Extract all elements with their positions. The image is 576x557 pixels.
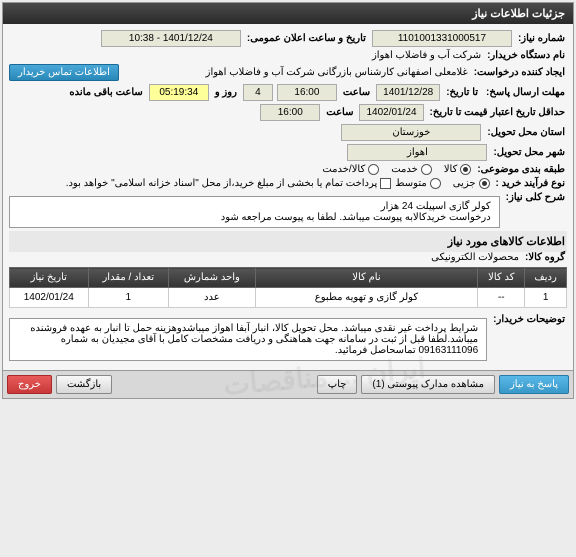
days-and: روز و [213,87,239,98]
table-row: 1 -- کولر گازی و تهویه مطبوع عدد 1 1402/… [10,288,567,308]
panel-body: شماره نیاز: 1101001331000517 تاریخ و ساع… [3,24,573,370]
radio-service[interactable]: خدمت [391,164,432,175]
td-date: 1402/01/24 [10,288,89,308]
radio-goods[interactable]: کالا [444,164,472,175]
need-number-label: شماره نیاز: [516,33,567,44]
city: اهواز [347,144,487,161]
td-row: 1 [525,288,567,308]
th-date: تاریخ نیاز [10,268,89,288]
attachments-button[interactable]: مشاهده مدارک پیوستی (1) [361,375,495,394]
category-radio-group: کالا خدمت کالا/خدمت [322,164,471,175]
deadline-date: 1401/12/28 [376,84,440,101]
radio-dot-icon [430,178,441,189]
radio-medium[interactable]: متوسط [395,178,440,189]
th-unit: واحد شمارش [169,268,255,288]
items-table: ردیف کد کالا نام کالا واحد شمارش تعداد /… [9,267,567,308]
announce-value: 1401/12/24 - 10:38 [101,30,241,47]
buyer-notes-box: شرایط پرداخت غیر نقدی میباشد. محل تحویل … [9,318,487,361]
buyer-org: شرکت آب و فاضلاب اهواز [372,50,481,61]
td-code: -- [478,288,525,308]
validity-date: 1402/01/24 [359,104,423,121]
deadline-ta: تا تاریخ: [444,87,480,98]
panel-title: جزئیات اطلاعات نیاز [3,3,573,24]
group-label: گروه کالا: [523,252,567,263]
desc-line2: درخواست خریدکالابه پیوست میباشد. لطفا به… [18,212,491,223]
desc-label: شرح کلی نیاز: [504,192,567,203]
td-qty: 1 [88,288,169,308]
deadline-time: 16:00 [277,84,337,101]
process-radio-group: جزیی متوسط [395,178,489,189]
table-header-row: ردیف کد کالا نام کالا واحد شمارش تعداد /… [10,268,567,288]
city-label: شهر محل تحویل: [491,147,567,158]
checkbox-icon [380,178,391,189]
validity-label: حداقل تاریخ اعتبار قیمت تا تاریخ: [428,107,567,118]
radio-small[interactable]: جزیی [453,178,490,189]
province-label: استان محل تحویل: [485,127,567,138]
radio-dot-icon [479,178,490,189]
main-panel: جزئیات اطلاعات نیاز شماره نیاز: 11010013… [2,2,574,399]
saat-label-2: ساعت [324,107,355,118]
th-qty: تعداد / مقدار [88,268,169,288]
exit-button[interactable]: خروج [7,375,52,394]
process-label: نوع فرآیند خرید : [494,178,567,189]
requester: غلامعلی اصفهانی کارشناس بازرگانی شرکت آب… [123,67,468,78]
deadline-label: مهلت ارسال پاسخ: [484,87,567,98]
radio-dot-icon [368,164,379,175]
footer-bar: پاسخ به نیاز مشاهده مدارک پیوستی (1) چاپ… [3,370,573,398]
td-unit: عدد [169,288,255,308]
category-label: طبقه بندی موضوعی: [475,164,567,175]
items-section-label: اطلاعات کالاهای مورد نیاز [9,231,567,252]
td-name: کولر گازی و تهویه مطبوع [255,288,478,308]
payment-checkbox[interactable]: پرداخت تمام یا بخشی از مبلغ خرید،از محل … [66,178,392,189]
remaining-label: ساعت باقی مانده [67,87,144,98]
th-name: نام کالا [255,268,478,288]
saat-label-1: ساعت [341,87,372,98]
desc-box: کولر گازی اسپیلت 24 هزار درخواست خریدکال… [9,196,500,228]
desc-line1: کولر گازی اسپیلت 24 هزار [18,201,491,212]
print-button[interactable]: چاپ [317,375,358,394]
days-count: 4 [243,84,273,101]
province: خوزستان [341,124,481,141]
th-code: کد کالا [478,268,525,288]
group-value: محصولات الکترونیکی [431,252,519,263]
remaining-time: 05:19:34 [149,84,209,101]
respond-button[interactable]: پاسخ به نیاز [499,375,569,394]
radio-dot-icon [460,164,471,175]
buyer-org-label: نام دستگاه خریدار: [485,50,567,61]
announce-label: تاریخ و ساعت اعلان عمومی: [245,33,368,44]
buyer-notes: شرایط پرداخت غیر نقدی میباشد. محل تحویل … [30,323,478,356]
buyer-notes-label: توضیحات خریدار: [491,314,567,325]
back-button[interactable]: بازگشت [56,375,112,394]
requester-label: ایجاد کننده درخواست: [472,67,567,78]
need-number: 1101001331000517 [372,30,512,47]
th-row: ردیف [525,268,567,288]
contact-info-button[interactable]: اطلاعات تماس خریدار [9,64,119,81]
validity-time: 16:00 [260,104,320,121]
radio-goods-service[interactable]: کالا/خدمت [322,164,379,175]
radio-dot-icon [421,164,432,175]
